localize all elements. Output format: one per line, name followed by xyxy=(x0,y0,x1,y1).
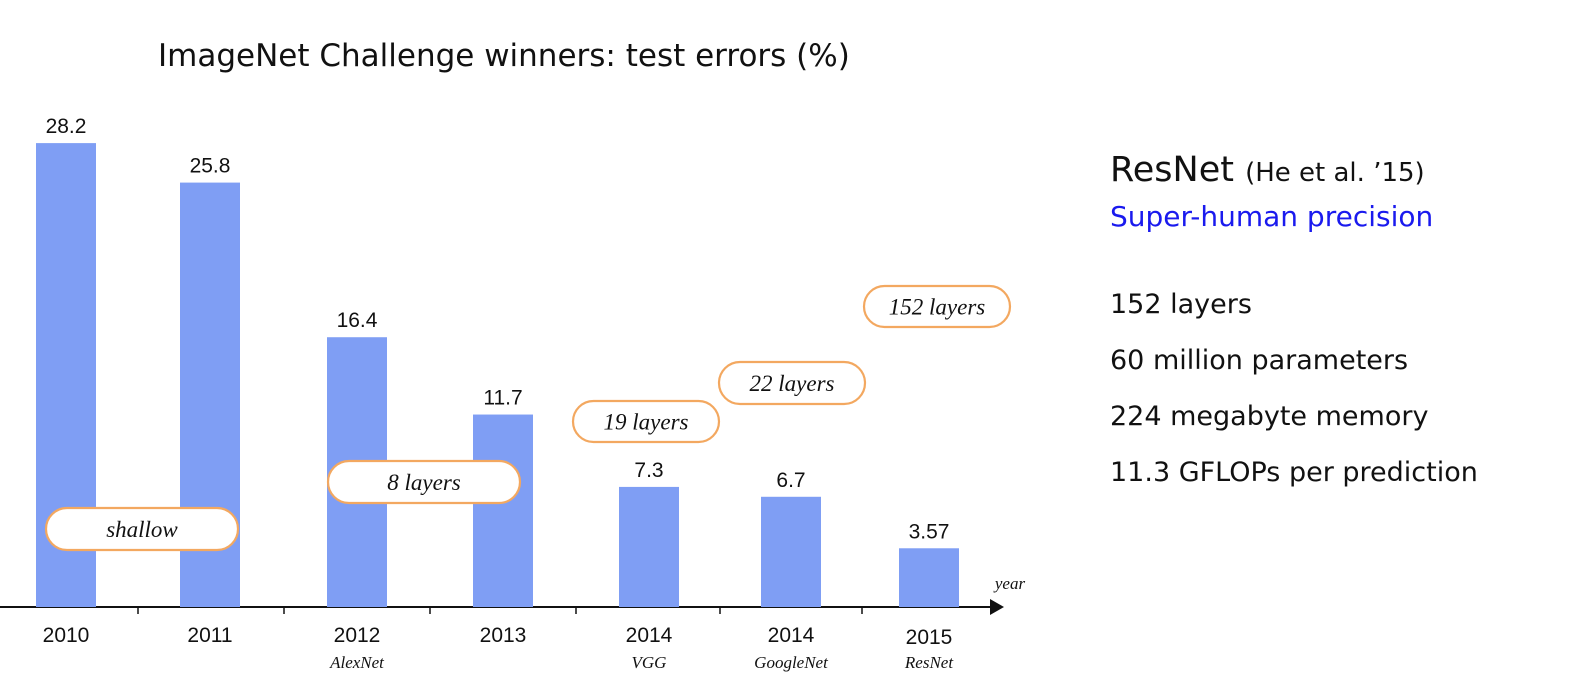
annotation-label: 22 layers xyxy=(750,371,835,396)
annotation-pill xyxy=(326,459,522,505)
stat-memory: 224 megabyte memory xyxy=(1110,401,1429,432)
bar-value-label: 28.2 xyxy=(46,115,87,138)
bar-value-label: 3.57 xyxy=(909,520,950,543)
resnet-info-panel: ResNet (He et al. ’15) Super-human preci… xyxy=(1110,150,1478,501)
x-axis-arrow xyxy=(990,599,1004,615)
annotation-pill xyxy=(571,399,721,444)
x-tick-label: 2014 xyxy=(768,624,815,647)
bar-value-label: 16.4 xyxy=(337,309,378,332)
annotation-pill xyxy=(862,284,1012,329)
x-tick-label: 2013 xyxy=(480,624,527,647)
chart-title: ImageNet Challenge winners: test errors … xyxy=(158,38,850,74)
stat-parameters: 60 million parameters xyxy=(1110,345,1409,376)
x-tick-label: 2015 xyxy=(906,626,953,649)
annotation-label: 152 layers xyxy=(889,295,986,320)
resnet-stats-list: 152 layers 60 million parameters 224 meg… xyxy=(1110,277,1478,501)
stat-gflops: 11.3 GFLOPs per prediction xyxy=(1110,457,1478,488)
resnet-title: ResNet xyxy=(1110,150,1234,190)
resnet-subtitle: Super-human precision xyxy=(1110,200,1434,233)
bar-value-label: 6.7 xyxy=(776,469,805,492)
stat-layers: 152 layers xyxy=(1110,289,1252,320)
resnet-citation: (He et al. ’15) xyxy=(1245,158,1425,188)
bar-value-label: 11.7 xyxy=(483,387,522,410)
x-tick-label: 2010 xyxy=(43,624,90,647)
annotation-pill xyxy=(44,506,240,552)
annotation-pill xyxy=(717,360,867,406)
bar-value-label: 25.8 xyxy=(190,155,231,178)
bar-chart: year 28.2 2010 25.8 2011 16.4 2012 AlexNet 11.7 2… xyxy=(0,115,1026,672)
annotation-label: 8 layers xyxy=(387,470,461,495)
network-name-label: GoogleNet xyxy=(754,653,829,672)
network-name-label: ResNet xyxy=(904,653,954,672)
annotation-label: 19 layers xyxy=(604,410,689,435)
x-tick-label: 2012 xyxy=(334,624,381,647)
network-name-label: VGG xyxy=(632,653,667,672)
bar-5 xyxy=(619,486,679,607)
x-tick-label: 2011 xyxy=(187,624,232,647)
x-tick-label: 2014 xyxy=(626,624,673,647)
network-name-label: AlexNet xyxy=(329,653,385,672)
bar-7 xyxy=(899,548,959,607)
bar-4 xyxy=(473,414,533,607)
x-axis-label: year xyxy=(993,574,1026,593)
bar-value-label: 7.3 xyxy=(634,459,663,482)
annotation-label: shallow xyxy=(106,517,178,542)
bar-6 xyxy=(761,496,821,607)
resnet-heading: ResNet (He et al. ’15) xyxy=(1110,150,1478,190)
